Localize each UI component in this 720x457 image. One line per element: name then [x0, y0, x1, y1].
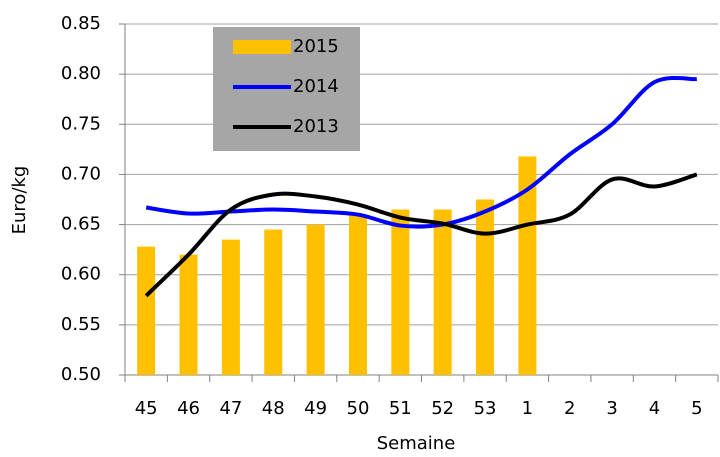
legend-label: 2013 — [293, 116, 339, 137]
bar — [221, 239, 240, 375]
y-tick-label: 0.55 — [61, 314, 101, 335]
y-tick-label: 0.70 — [61, 163, 101, 184]
x-tick-label: 5 — [691, 398, 702, 419]
x-tick-label: 1 — [522, 398, 533, 419]
x-axis-label: Semaine — [377, 433, 456, 454]
y-tick-label: 0.75 — [61, 113, 101, 134]
x-tick-label: 48 — [262, 398, 285, 419]
bar — [348, 214, 367, 375]
x-tick-label: 49 — [304, 398, 327, 419]
line — [144, 172, 698, 298]
x-tick-label: 47 — [219, 398, 242, 419]
x-tick-label: 53 — [474, 398, 497, 419]
x-tick-label: 2 — [564, 398, 575, 419]
y-axis-label: Euro/kg — [9, 166, 30, 235]
bar — [391, 209, 410, 375]
y-tick-label: 0.80 — [61, 63, 101, 84]
y-tick-label: 0.60 — [61, 264, 101, 285]
y-tick-label: 0.65 — [61, 214, 101, 235]
x-tick-label: 50 — [347, 398, 370, 419]
bar — [518, 156, 537, 375]
bar — [433, 209, 452, 375]
legend-label: 2015 — [293, 36, 339, 57]
bar — [137, 246, 156, 375]
legend-swatch — [233, 40, 291, 54]
bar — [306, 224, 325, 375]
bar — [179, 254, 198, 375]
line — [145, 76, 697, 229]
x-tick-label: 4 — [649, 398, 660, 419]
x-tick-label: 3 — [606, 398, 617, 419]
y-tick-label: 0.50 — [61, 364, 101, 385]
x-tick-label: 51 — [389, 398, 412, 419]
bar — [476, 199, 495, 375]
x-tick-label: 46 — [177, 398, 200, 419]
bar — [264, 229, 283, 375]
x-tick-label: 45 — [135, 398, 158, 419]
y-tick-label: 0.85 — [61, 13, 101, 34]
x-tick-label: 52 — [431, 398, 454, 419]
legend-label: 2014 — [293, 76, 339, 97]
